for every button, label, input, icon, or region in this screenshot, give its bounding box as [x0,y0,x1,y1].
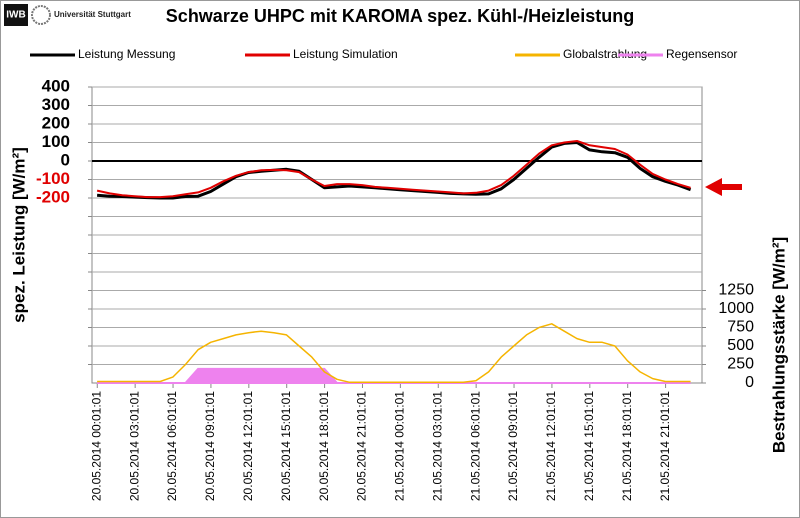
x-tick-label: 20.05.2014 21:01:01 [355,391,369,501]
chart-title: Schwarze UHPC mit KAROMA spez. Kühl-/Hei… [166,6,634,26]
series-line [96,140,691,199]
y2-tick-label: 750 [727,319,754,336]
logo-text: IWB [6,10,25,21]
legend-label: Globalstrahlung [563,47,647,61]
y2-tick-label: 1000 [718,300,754,317]
y-tick-label: 400 [42,76,70,95]
series-line [97,323,691,384]
x-tick-label: 21.05.2014 15:01:01 [582,391,596,501]
legend-label: Leistung Simulation [293,47,398,61]
x-tick-label: 20.05.2014 15:01:01 [279,391,293,501]
y-tick-label: 0 [61,150,70,169]
x-tick-label: 21.05.2014 12:01:01 [544,391,558,501]
y2-tick-label: 1250 [718,282,754,299]
logo-box [4,4,28,26]
x-tick-label: 21.05.2014 18:01:01 [620,391,634,501]
logo-text: Universität Stuttgart [54,10,131,19]
x-tick-label: 21.05.2014 09:01:01 [506,391,520,501]
x-tick-label: 20.05.2014 09:01:01 [203,391,217,501]
x-tick-label: 20.05.2014 18:01:01 [317,391,331,501]
arrow [705,178,742,196]
x-tick-label: 21.05.2014 21:01:01 [658,391,672,501]
x-tick-label: 21.05.2014 03:01:01 [430,391,444,501]
y2-tick-label: 0 [745,374,754,391]
y-axis-title: spez. Leistung [W/m²] [9,147,28,323]
y-tick-label: 200 [42,113,70,132]
x-tick-label: 20.05.2014 00:01:01 [89,391,103,501]
y-tick-label: -200 [36,187,70,206]
x-tick-label: 20.05.2014 06:01:01 [165,391,179,501]
legend-label: Leistung Messung [78,47,175,61]
legend-label: Regensensor [666,47,737,61]
y-tick-label: 300 [42,95,70,114]
y2-axis-title: Bestrahlungsstärke [W/m²] [769,237,788,453]
x-tick-label: 21.05.2014 06:01:01 [468,391,482,501]
y2-tick-label: 500 [727,337,754,354]
x-tick-label: 20.05.2014 03:01:01 [127,391,141,501]
logo-mark [31,5,51,25]
y-tick-label: 100 [42,132,70,151]
y2-tick-label: 250 [727,356,754,373]
x-tick-label: 21.05.2014 00:01:01 [393,391,407,501]
x-tick-label: 20.05.2014 12:01:01 [241,391,255,501]
y-tick-label: -100 [36,169,70,188]
